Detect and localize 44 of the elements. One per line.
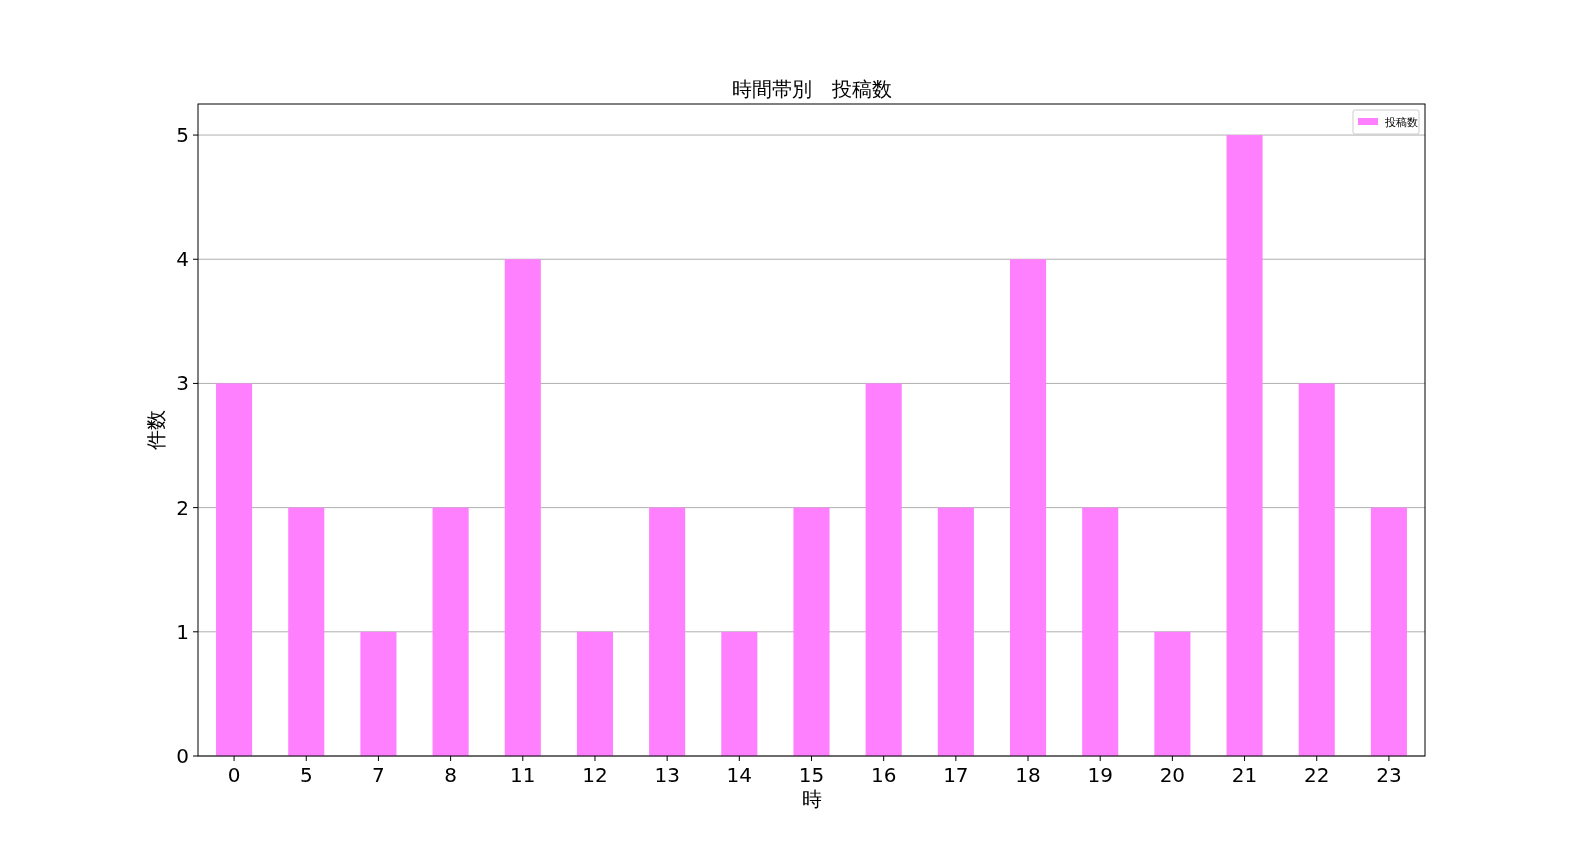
x-tick-label: 7	[372, 763, 385, 787]
bar	[504, 259, 541, 756]
y-axis-title: 件数	[144, 410, 168, 450]
x-tick-label: 23	[1376, 763, 1402, 787]
x-tick-label: 5	[299, 763, 313, 787]
bar	[288, 507, 325, 756]
y-tick-label: 4	[176, 247, 189, 272]
bar	[1298, 383, 1335, 756]
x-tick-label: 11	[510, 763, 536, 787]
y-tick-label: 2	[176, 495, 189, 520]
x-tick-label: 13	[654, 763, 680, 787]
x-tick-label: 19	[1087, 763, 1113, 787]
bar	[216, 383, 253, 756]
x-tick-label: 20	[1159, 763, 1186, 787]
bar	[1154, 631, 1191, 756]
bar	[1082, 507, 1119, 756]
bar	[793, 507, 830, 756]
x-tick-label: 12	[582, 763, 608, 787]
y-tick-label: 1	[176, 619, 189, 644]
chart-title: 時間帯別 投稿数	[731, 77, 892, 101]
y-tick-label: 5	[176, 123, 189, 148]
x-tick-label: 14	[726, 763, 753, 787]
bar	[432, 507, 469, 756]
x-axis-title: 時	[801, 787, 822, 811]
x-tick-label: 15	[798, 763, 825, 787]
bar	[360, 631, 397, 756]
y-tick-label: 3	[176, 371, 189, 396]
x-tick-label: 17	[943, 763, 969, 787]
bar	[1370, 507, 1407, 756]
x-tick-label: 18	[1015, 763, 1041, 787]
y-tick-label: 0	[176, 744, 189, 768]
x-tick-label: 16	[870, 763, 897, 787]
x-tick-label: 0	[227, 763, 241, 787]
legend-label: 投稿数	[1384, 116, 1418, 129]
bar	[721, 631, 758, 756]
x-tick-label: 21	[1231, 763, 1258, 787]
bar	[937, 507, 974, 756]
bar	[865, 383, 902, 756]
x-tick-label: 8	[444, 763, 457, 787]
bar	[576, 631, 614, 756]
x-tick-label: 22	[1304, 763, 1330, 787]
bar	[1009, 259, 1047, 756]
bar	[649, 507, 686, 756]
bar	[1226, 135, 1263, 756]
